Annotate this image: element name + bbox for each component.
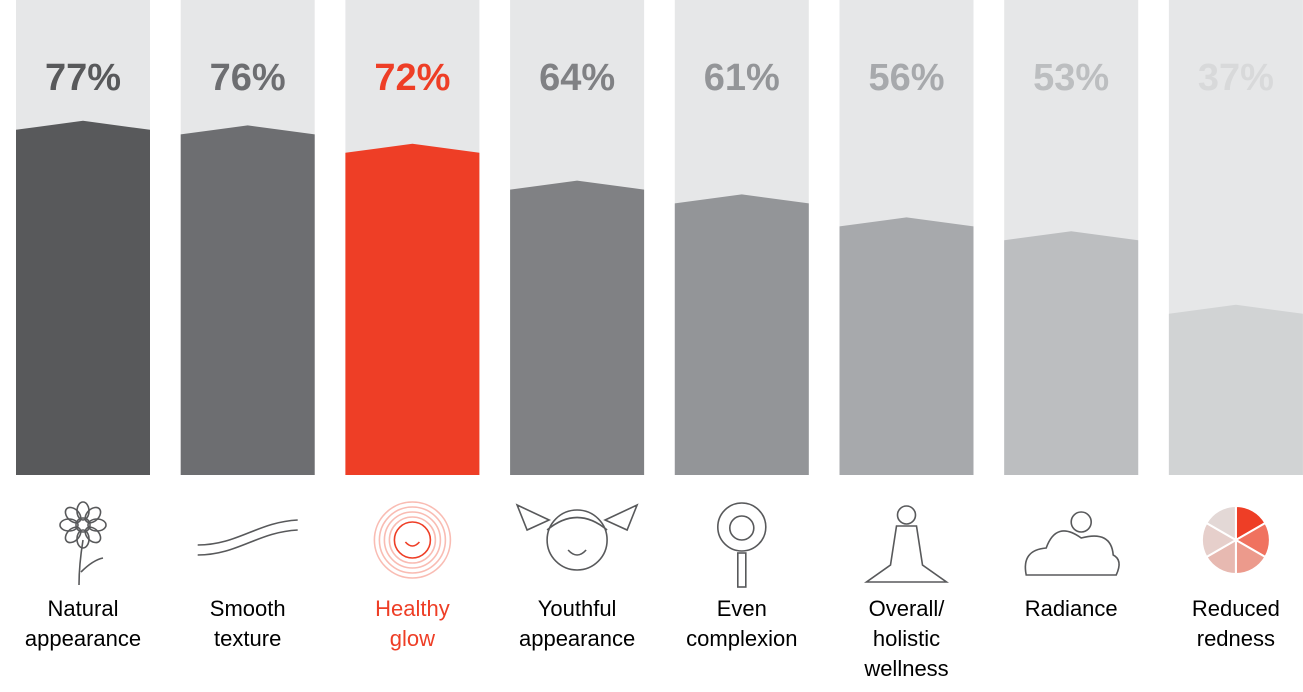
bar	[180, 125, 315, 476]
petal	[64, 526, 82, 544]
icon	[373, 501, 452, 579]
category-label: Even complexion	[686, 596, 798, 651]
body	[863, 525, 950, 583]
ring	[378, 506, 447, 574]
bar	[345, 143, 480, 476]
value-label: 72%	[374, 57, 450, 99]
category-label: Youthful appearance	[518, 596, 636, 651]
value-label: 56%	[868, 57, 944, 99]
smile	[404, 541, 421, 547]
wave	[197, 519, 298, 556]
mirror	[716, 502, 767, 552]
value-label: 37%	[1198, 57, 1274, 99]
face	[728, 515, 755, 541]
petal	[84, 526, 102, 544]
category-label: Smooth texture	[209, 596, 286, 651]
bar	[1168, 304, 1303, 475]
ring	[383, 511, 442, 569]
value-label: 64%	[539, 57, 615, 99]
smile	[567, 549, 587, 556]
bar	[16, 120, 150, 476]
icon	[197, 519, 298, 556]
bar	[1004, 231, 1139, 475]
handle	[736, 552, 747, 588]
bar	[674, 194, 809, 475]
icon	[1024, 511, 1120, 576]
category-label: Natural appearance	[24, 596, 142, 651]
head	[896, 505, 917, 525]
petal	[84, 506, 102, 524]
cloud	[1024, 530, 1120, 576]
bar	[510, 180, 645, 475]
ring	[388, 516, 437, 564]
value-label: 76%	[210, 57, 286, 99]
category-label: Healthy glow	[375, 596, 450, 651]
stem	[78, 539, 104, 586]
icon	[1200, 504, 1271, 576]
center	[75, 517, 91, 533]
hair	[515, 503, 639, 532]
bar	[839, 217, 974, 475]
icon	[515, 503, 639, 571]
face	[393, 521, 432, 559]
icon	[59, 501, 107, 586]
icon	[863, 505, 950, 583]
petal	[64, 506, 82, 524]
slice	[1205, 504, 1237, 542]
sun	[1070, 511, 1092, 533]
category-label: Reduced redness	[1191, 596, 1280, 651]
ring	[373, 501, 452, 579]
value-label: 77%	[45, 57, 121, 99]
category-label: Radiance	[1024, 596, 1118, 621]
value-label: 61%	[704, 57, 780, 99]
face	[546, 509, 608, 571]
category-label: Overall/ holistic wellness	[864, 596, 949, 681]
icon	[716, 502, 767, 588]
value-label: 53%	[1033, 57, 1109, 99]
